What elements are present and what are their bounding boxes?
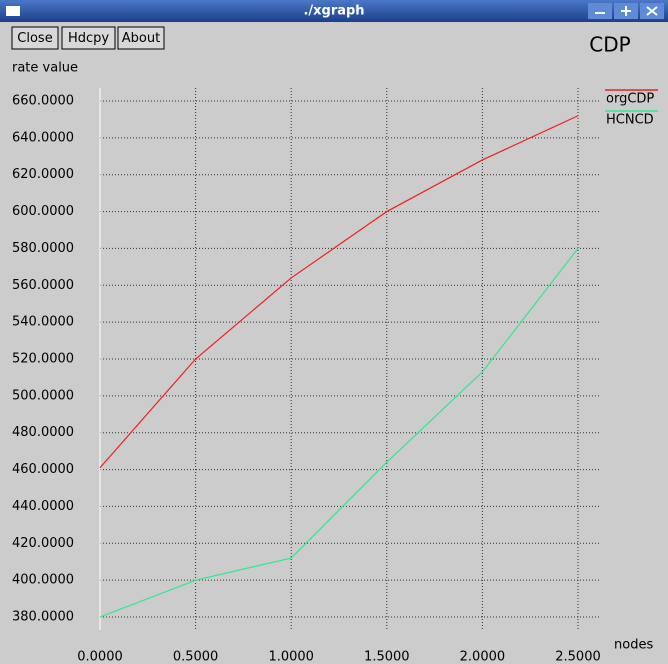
toolbar-button[interactable]: [11, 26, 59, 50]
y-tick-label: 580.0000: [12, 241, 74, 256]
toolbar-button-label: Hdcpy: [68, 31, 109, 46]
x-tick-label: 2.0000: [460, 650, 506, 664]
close-icon: [646, 6, 658, 16]
window-controls: [588, 3, 664, 19]
window-icon[interactable]: [6, 6, 20, 16]
x-tick-label: 1.5000: [364, 650, 410, 664]
chart-title: CDP: [589, 33, 630, 57]
x-tick-label: 1.0000: [268, 650, 314, 664]
toolbar-button[interactable]: [117, 26, 165, 50]
legend-label: orgCDP: [606, 92, 654, 107]
y-tick-label: 380.0000: [12, 610, 74, 625]
toolbar-button-label: Close: [17, 31, 52, 46]
x-tick-label: 2.5000: [555, 650, 601, 664]
y-tick-label: 660.0000: [12, 94, 74, 109]
y-tick-label: 640.0000: [12, 130, 74, 145]
legend-label: HCNCD: [606, 113, 654, 128]
window-title: ./xgraph: [303, 4, 364, 19]
title-bar: [0, 0, 668, 22]
x-tick-label: 0.5000: [173, 650, 219, 664]
y-tick-label: 440.0000: [12, 499, 74, 514]
y-tick-label: 520.0000: [12, 352, 74, 367]
y-tick-label: 620.0000: [12, 167, 74, 182]
y-tick-label: 420.0000: [12, 536, 74, 551]
y-tick-label: 560.0000: [12, 278, 74, 293]
toolbar-button[interactable]: [61, 26, 116, 50]
y-tick-label: 500.0000: [12, 388, 74, 403]
y-tick-label: 540.0000: [12, 315, 74, 330]
y-tick-label: 400.0000: [12, 573, 74, 588]
x-tick-label: 0.0000: [77, 650, 123, 664]
maximize-icon: [621, 6, 631, 16]
y-tick-label: 600.0000: [12, 204, 74, 219]
y-tick-label: 480.0000: [12, 425, 74, 440]
y-tick-label: 460.0000: [12, 462, 74, 477]
data-line: [99, 115, 579, 469]
y-axis-label: rate value: [12, 61, 78, 76]
data-line: [99, 248, 579, 618]
toolbar-button-label: About: [122, 31, 160, 46]
minimize-button[interactable]: [588, 3, 612, 19]
x-axis-label: nodes: [614, 638, 653, 653]
